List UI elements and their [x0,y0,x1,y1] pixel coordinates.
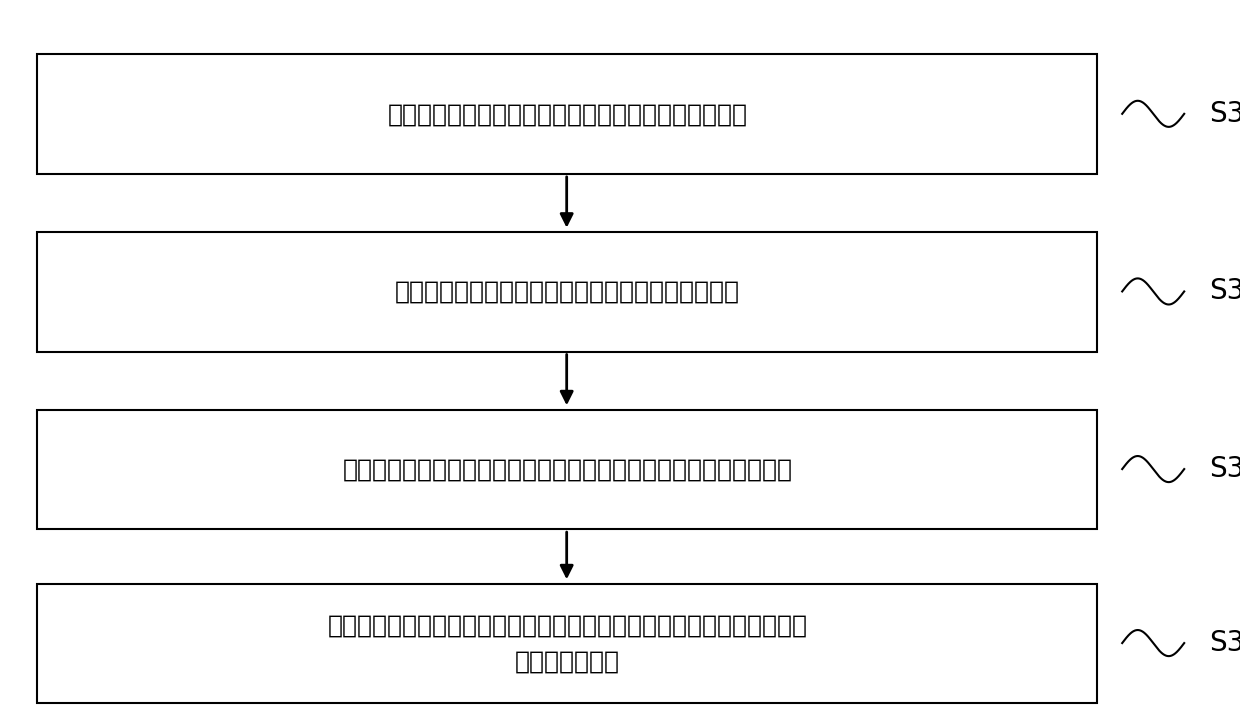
Text: S34: S34 [1209,629,1240,657]
Text: 通过温度补偿单元对分压后的电压信号进行温度补偿: 通过温度补偿单元对分压后的电压信号进行温度补偿 [394,280,740,304]
Bar [37,232,1097,352]
Text: 通过电压分压单元接收输入电网的电压并对其进行分压: 通过电压分压单元接收输入电网的电压并对其进行分压 [387,102,748,126]
Text: S31: S31 [1209,100,1240,128]
Bar [37,584,1097,703]
Text: S33: S33 [1209,455,1240,483]
Text: 通过信号处理单元对隔离后的电压信号进行放大与滤波处理，以实现供电
电网电压的采样: 通过信号处理单元对隔离后的电压信号进行放大与滤波处理，以实现供电 电网电压的采样 [327,614,807,673]
Bar [37,410,1097,529]
Text: S32: S32 [1209,278,1240,305]
Bar [37,54,1097,174]
Text: 利用隔离单元通过非线性光耦对温度补偿后的电压信号进行电气隔离: 利用隔离单元通过非线性光耦对温度补偿后的电压信号进行电气隔离 [342,457,792,481]
